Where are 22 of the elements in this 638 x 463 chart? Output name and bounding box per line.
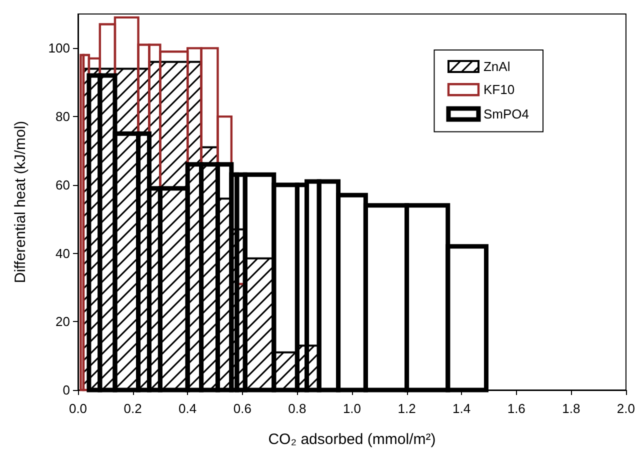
x-tick-label: 0.4 — [178, 401, 197, 416]
y-tick-label: 0 — [62, 382, 70, 398]
legend-label: ZnAl — [483, 59, 510, 74]
x-tick-label: 0.8 — [288, 401, 306, 416]
x-tick-label: 0.0 — [68, 401, 88, 416]
legend-label: SmPO4 — [483, 106, 530, 122]
x-tick-label: 0.6 — [233, 401, 252, 416]
x-tick-label: 0.2 — [124, 401, 142, 416]
x-tick-label: 1.0 — [342, 401, 362, 416]
x-tick-label: 1.4 — [452, 401, 471, 416]
x-tick-label: 2.0 — [616, 401, 636, 416]
y-tick-label: 80 — [56, 109, 70, 124]
x-tick-label: 1.6 — [507, 401, 526, 416]
y-tick-label: 20 — [56, 314, 70, 330]
y-tick-label: 40 — [56, 246, 70, 261]
y-tick-label: 60 — [56, 177, 70, 192]
x-axis-title: CO₂ adsorbed (mmol/m²) — [268, 431, 436, 448]
x-tick-label: 1.8 — [562, 401, 580, 416]
legend-label: KF10 — [483, 82, 515, 98]
y-tick-label: 100 — [48, 40, 70, 56]
y-axis-title: Differential heat (kJ/mol) — [12, 120, 29, 284]
x-tick-label: 1.2 — [398, 401, 416, 416]
